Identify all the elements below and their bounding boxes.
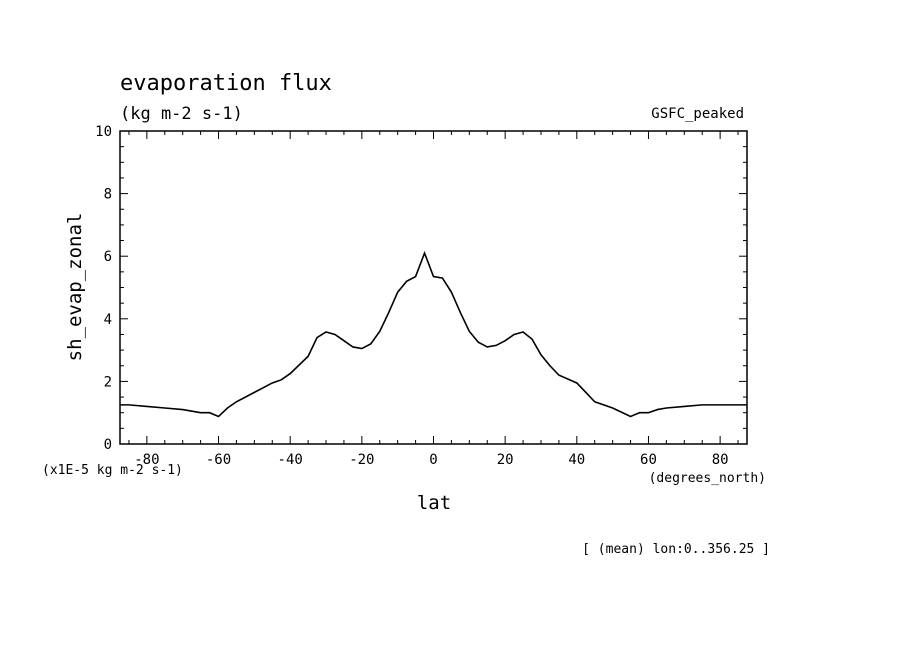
y-axis-tick-labels: 0 2 4 6 8 10 xyxy=(95,124,112,453)
chart-subtitle: (kg m-2 s-1) xyxy=(120,104,243,124)
y-tick-label: 2 xyxy=(104,374,112,390)
x-axis-units: (degrees_north) xyxy=(649,471,766,486)
x-tick-label: -80 xyxy=(134,452,159,468)
x-axis-tick-labels: -80 -60 -40 -20 0 20 40 60 80 xyxy=(134,452,728,468)
y-axis-label: sh_evap_zonal xyxy=(64,213,86,362)
x-tick-label: 0 xyxy=(429,452,437,468)
chart-title: evaporation flux xyxy=(120,71,332,96)
y-tick-label: 0 xyxy=(104,437,112,453)
x-tick-label: 60 xyxy=(640,452,657,468)
x-tick-label: -60 xyxy=(206,452,231,468)
y-axis-units: (x1E-5 kg m-2 s-1) xyxy=(42,463,183,478)
y-tick-label: 10 xyxy=(95,124,112,140)
plot-frame xyxy=(119,130,748,445)
x-tick-label: 80 xyxy=(712,452,729,468)
y-tick-label: 8 xyxy=(104,187,112,203)
y-tick-label: 6 xyxy=(104,249,112,265)
mean-footer-note: [ (mean) lon:0..356.25 ] xyxy=(582,542,770,557)
x-tick-label: 40 xyxy=(568,452,585,468)
dataset-label: GSFC_peaked xyxy=(651,106,744,122)
y-tick-label: 4 xyxy=(104,312,112,328)
x-axis-label: lat xyxy=(417,492,451,514)
x-tick-label: -40 xyxy=(278,452,303,468)
x-tick-label: 20 xyxy=(497,452,514,468)
series-line xyxy=(120,250,747,418)
x-tick-label: -20 xyxy=(349,452,374,468)
